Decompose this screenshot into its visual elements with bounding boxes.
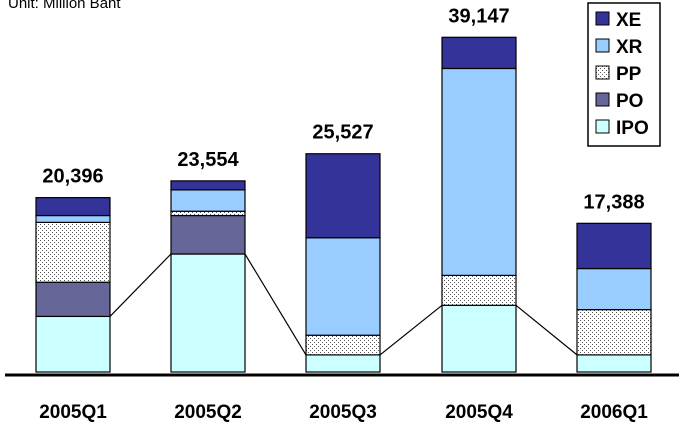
ipo-connector-segment: [515, 304, 578, 356]
bar-xe-2005q4: [441, 36, 517, 70]
bar-ipo-2005q3: [305, 354, 381, 373]
bar-po-2005q1: [35, 281, 111, 318]
bar-xe-2005q1: [35, 197, 111, 217]
legend-swatch-po: [595, 92, 610, 107]
total-label-2006q1: 17,388: [583, 191, 644, 213]
legend-swatch-xr: [595, 38, 610, 53]
legend-label-xe: XE: [616, 10, 641, 31]
bar-xe-2005q3: [305, 153, 381, 239]
ipo-connector-segment: [379, 304, 443, 356]
bar-xr-2005q2: [170, 189, 246, 212]
bar-xr-2006q1: [576, 267, 652, 311]
ipo-connector-segment: [109, 253, 172, 317]
bar-ipo-2005q4: [441, 304, 517, 373]
ipo-connector-segment: [244, 253, 307, 356]
total-label-2005q3: 25,527: [312, 122, 373, 144]
bar-pp-2005q4: [441, 274, 517, 306]
x-tick-2005q1: 2005Q1: [39, 402, 107, 423]
unit-label: Unit: Million Baht: [8, 0, 121, 12]
bar-pp-2006q1: [576, 308, 652, 356]
bar-pp-2005q1: [35, 221, 111, 283]
bar-ipo-2005q2: [170, 253, 246, 373]
legend-label-xr: XR: [616, 37, 643, 58]
bars-layer: [35, 36, 652, 373]
bar-pp-2005q2: [170, 210, 246, 217]
x-tick-2005q2: 2005Q2: [174, 402, 242, 423]
total-label-2005q4: 39,147: [448, 5, 509, 27]
legend-label-po: PO: [616, 91, 643, 112]
legend-swatch-pp: [595, 65, 610, 80]
x-tick-2005q3: 2005Q3: [309, 402, 377, 423]
x-tick-2005q4: 2005Q4: [445, 402, 513, 423]
legend-swatch-xe: [595, 11, 610, 26]
legend-swatch-ipo: [595, 119, 610, 134]
total-label-2005q2: 23,554: [177, 149, 239, 171]
bar-xr-2005q3: [305, 237, 381, 336]
bar-po-2005q2: [170, 214, 246, 255]
legend: XE XR PP PO IPO: [587, 2, 661, 147]
legend-label-ipo: IPO: [616, 118, 649, 139]
legend-label-pp: PP: [616, 64, 642, 85]
bar-pp-2005q3: [305, 334, 381, 356]
bar-ipo-2006q1: [576, 354, 652, 373]
x-tick-2006q1: 2006Q1: [580, 402, 648, 423]
totals-layer: 20,396 23,554 25,527 39,147 17,388: [42, 5, 644, 213]
total-label-2005q1: 20,396: [42, 166, 103, 188]
bar-xe-2005q2: [170, 180, 246, 191]
bar-ipo-2005q1: [35, 315, 111, 373]
bar-xe-2006q1: [576, 222, 652, 270]
x-ticks-layer: 2005Q1 2005Q2 2005Q3 2005Q4 2006Q1: [39, 402, 648, 423]
ipo-connector-line: [109, 253, 578, 356]
bar-xr-2005q1: [35, 214, 111, 223]
bar-xr-2005q4: [441, 67, 517, 276]
